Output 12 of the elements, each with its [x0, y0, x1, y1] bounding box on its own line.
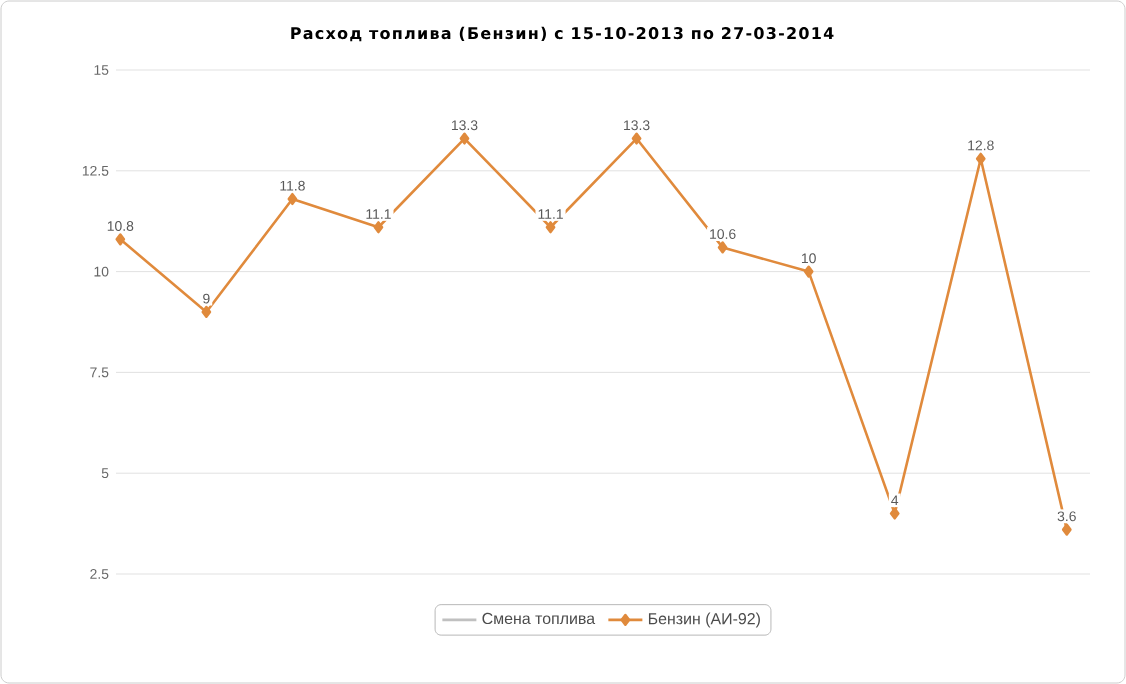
point: [1061, 523, 1072, 536]
point: [545, 221, 556, 234]
point: [717, 241, 728, 254]
point: [373, 221, 384, 234]
point: [631, 132, 642, 145]
point: [115, 233, 126, 246]
point: [889, 507, 900, 520]
point: [287, 192, 298, 206]
point: [201, 305, 212, 318]
point: [975, 152, 986, 165]
point: [459, 132, 470, 145]
point: [803, 265, 814, 278]
